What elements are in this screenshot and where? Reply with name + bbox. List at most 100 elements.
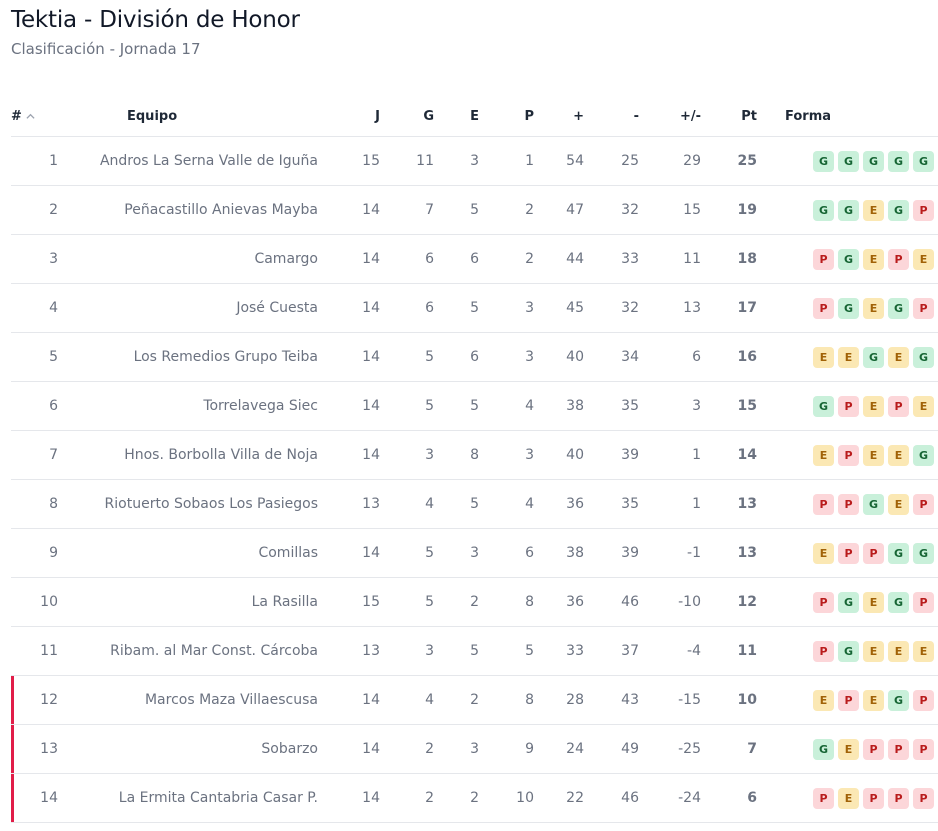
form-badge-loss: P [888, 248, 909, 270]
table-row[interactable]: 12 Marcos Maza Villaescusa 14 4 2 8 28 43 -15 10 E… [11, 675, 938, 725]
table-row[interactable]: 5 Los Remedios Grupo Teiba 14 5 6 3 40 34 6 16 E E G… [11, 332, 938, 382]
form-badge-loss: P [863, 542, 884, 564]
column-header-points[interactable]: Pt [701, 96, 757, 137]
goal-diff-cell: 13 [639, 283, 701, 333]
table-row[interactable]: 8 Riotuerto Sobaos Los Pasiegos 13 4 5 4 36 35 1… [11, 479, 938, 529]
team-name[interactable]: Camargo [58, 234, 318, 284]
form-badge-draw: E [888, 640, 909, 662]
points-cell: 13 [701, 479, 757, 529]
form-badge-draw: E [838, 738, 859, 760]
goal-diff-cell: -1 [639, 528, 701, 578]
team-name[interactable]: Andros La Serna Valle de Iguña [58, 136, 318, 186]
won-cell: 4 [380, 479, 434, 529]
goals-for-cell: 47 [534, 185, 584, 235]
form-badge-loss: P [913, 738, 934, 760]
team-name[interactable]: Marcos Maza Villaescusa [58, 675, 318, 725]
lost-cell: 4 [479, 479, 534, 529]
team-name[interactable]: Ribam. al Mar Const. Cárcoba [58, 626, 318, 676]
goals-for-cell: 54 [534, 136, 584, 186]
form-badge-win: G [813, 199, 834, 221]
team-name[interactable]: La Rasilla [58, 577, 318, 627]
team-name[interactable]: Torrelavega Siec [58, 381, 318, 431]
column-header-played[interactable]: J [318, 96, 380, 137]
table-row[interactable]: 6 Torrelavega Siec 14 5 5 4 38 35 3 15 G P E P E [11, 381, 938, 431]
column-header-won[interactable]: G [380, 96, 434, 137]
table-row[interactable]: 3 Camargo 14 6 6 2 44 33 11 18 P G E P E [11, 234, 938, 284]
form-badge-win: G [863, 346, 884, 368]
played-cell: 14 [318, 381, 380, 431]
form-badge-win: G [888, 199, 909, 221]
team-name[interactable]: Peñacastillo Anievas Mayba [58, 185, 318, 235]
column-header-goals-for[interactable]: + [534, 96, 584, 137]
won-cell: 11 [380, 136, 434, 186]
form-badge-draw: E [838, 346, 859, 368]
column-header-rank[interactable]: # [11, 96, 58, 137]
drawn-cell: 5 [434, 185, 479, 235]
column-header-goal-diff[interactable]: +/- [639, 96, 701, 137]
form-badge-draw: E [863, 591, 884, 613]
goals-against-cell: 35 [584, 479, 639, 529]
lost-cell: 1 [479, 136, 534, 186]
goals-for-cell: 24 [534, 724, 584, 774]
team-name[interactable]: La Ermita Cantabria Casar P. [58, 773, 318, 823]
won-cell: 4 [380, 675, 434, 725]
table-row[interactable]: 13 Sobarzo 14 2 3 9 24 49 -25 7 G E P P P [11, 724, 938, 774]
form-badge-win: G [838, 640, 859, 662]
table-row[interactable]: 14 La Ermita Cantabria Casar P. 14 2 2 10 22 46… [11, 773, 938, 823]
drawn-cell: 2 [434, 577, 479, 627]
column-header-form: Forma [757, 96, 938, 137]
goals-against-cell: 46 [584, 773, 639, 823]
form-badge-win: G [863, 493, 884, 515]
form-badge-loss: P [913, 787, 934, 809]
team-name[interactable]: Comillas [58, 528, 318, 578]
team-name[interactable]: Los Remedios Grupo Teiba [58, 332, 318, 382]
table-row[interactable]: 4 José Cuesta 14 6 5 3 45 32 13 17 P G E G P [11, 283, 938, 333]
won-cell: 2 [380, 724, 434, 774]
won-cell: 3 [380, 626, 434, 676]
team-name[interactable]: Riotuerto Sobaos Los Pasiegos [58, 479, 318, 529]
goal-diff-cell: -10 [639, 577, 701, 627]
goals-against-cell: 35 [584, 381, 639, 431]
played-cell: 14 [318, 332, 380, 382]
table-row[interactable]: 1 Andros La Serna Valle de Iguña 15 11 3 1 54 2… [11, 136, 938, 186]
form-badge-loss: P [863, 787, 884, 809]
won-cell: 3 [380, 430, 434, 480]
goals-for-cell: 38 [534, 528, 584, 578]
form-badge-loss: P [813, 493, 834, 515]
goal-diff-cell: -24 [639, 773, 701, 823]
column-header-lost[interactable]: P [479, 96, 534, 137]
played-cell: 15 [318, 577, 380, 627]
lost-cell: 8 [479, 675, 534, 725]
team-name[interactable]: Sobarzo [58, 724, 318, 774]
table-row[interactable]: 10 La Rasilla 15 5 2 8 36 46 -10 12 P G E G P [11, 577, 938, 627]
team-name[interactable]: Hnos. Borbolla Villa de Noja [58, 430, 318, 480]
played-cell: 14 [318, 528, 380, 578]
column-header-team[interactable]: Equipo [58, 96, 318, 137]
goals-for-cell: 44 [534, 234, 584, 284]
table-row[interactable]: 11 Ribam. al Mar Const. Cárcoba 13 3 5 5 33 37-… [11, 626, 938, 676]
form-badge-loss: P [913, 297, 934, 319]
table-row[interactable]: 2 Peñacastillo Anievas Mayba 14 7 5 2 47 32 15 19… [11, 185, 938, 235]
goals-for-cell: 40 [534, 332, 584, 382]
form-badge-win: G [838, 199, 859, 221]
rank-cell: 8 [11, 479, 58, 529]
table-row[interactable]: 7 Hnos. Borbolla Villa de Noja 14 3 8 3 40 39 1 1… [11, 430, 938, 480]
goal-diff-cell: -25 [639, 724, 701, 774]
goal-diff-cell: 1 [639, 479, 701, 529]
team-name[interactable]: José Cuesta [58, 283, 318, 333]
goals-for-cell: 36 [534, 577, 584, 627]
column-header-goals-against[interactable]: - [584, 96, 639, 137]
goals-for-cell: 38 [534, 381, 584, 431]
form-badge-win: G [913, 150, 934, 172]
rank-cell: 11 [11, 626, 58, 676]
rank-cell: 5 [11, 332, 58, 382]
table-row[interactable]: 9 Comillas 14 5 3 6 38 39 -1 13 E P P G G [11, 528, 938, 578]
points-cell: 6 [701, 773, 757, 823]
column-header-drawn[interactable]: E [434, 96, 479, 137]
points-cell: 14 [701, 430, 757, 480]
